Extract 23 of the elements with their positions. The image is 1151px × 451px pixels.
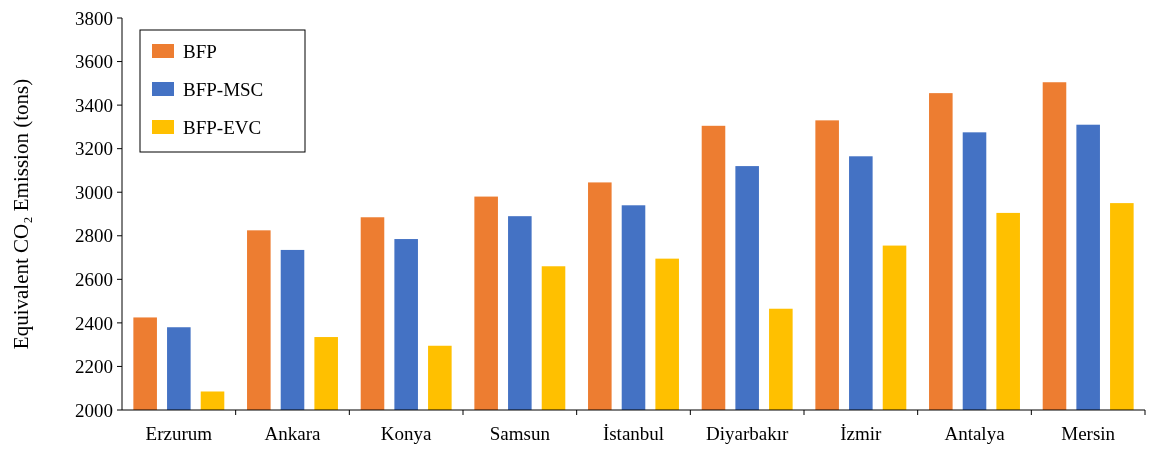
x-tick-label: Erzurum (145, 423, 213, 444)
x-tick-label: İzmir (840, 423, 883, 444)
x-tick-label: Diyarbakır (706, 423, 789, 444)
x-tick-label: Ankara (264, 423, 322, 444)
y-tick-label: 2600 (75, 268, 113, 290)
y-tick-label: 2800 (75, 225, 113, 247)
legend-label: BFP-MSC (183, 78, 264, 100)
x-tick-label: Konya (380, 423, 433, 444)
y-axis-title: Equivalent CO₂ Emission (tons) (9, 78, 33, 350)
x-tick-label: Mersin (1061, 423, 1116, 444)
y-tick-label: 2000 (75, 399, 113, 421)
x-tick-label: İstanbul (602, 423, 665, 444)
legend-label: BFP (183, 40, 217, 62)
y-tick-label: 3200 (75, 138, 113, 160)
y-tick-label: 2200 (75, 356, 113, 378)
y-tick-label: 2400 (75, 312, 113, 334)
y-tick-label: 3400 (75, 94, 113, 116)
y-tick-label: 3800 (75, 7, 113, 29)
legend-label: BFP-EVC (183, 116, 262, 138)
y-tick-label: 3000 (75, 181, 113, 203)
x-tick-label: Samsun (489, 423, 551, 444)
x-tick-label: Antalya (944, 423, 1006, 444)
y-tick-label: 3600 (75, 51, 113, 73)
